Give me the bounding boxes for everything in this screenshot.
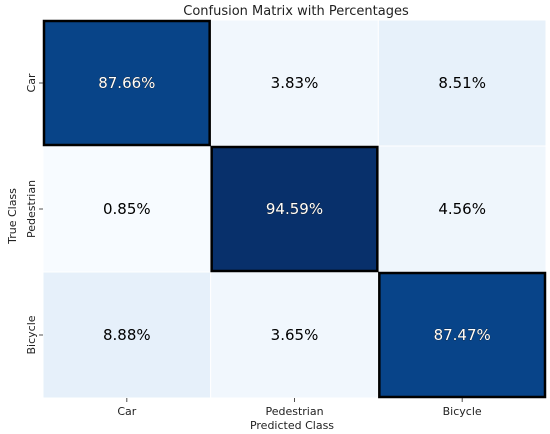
y-tick-label: Bicycle xyxy=(25,315,38,354)
x-tick-label: Pedestrian xyxy=(265,405,323,418)
cell-value-label: 8.51% xyxy=(438,74,486,92)
chart-title: Confusion Matrix with Percentages xyxy=(183,4,409,19)
cell-value-label: 94.59% xyxy=(266,200,323,218)
cell-value-label: 3.65% xyxy=(271,326,319,344)
cell-value-label: 87.47% xyxy=(434,326,491,344)
heatmap-cell xyxy=(377,145,547,273)
cell-value-label: 4.56% xyxy=(438,200,486,218)
heatmap-cell xyxy=(210,145,379,273)
heatmap-cells xyxy=(42,19,547,399)
heatmap-cell xyxy=(42,145,212,273)
cell-value-label: 87.66% xyxy=(98,74,155,92)
y-tick-labels: Car Pedestrian Bicycle xyxy=(25,73,43,355)
y-tick-label: Car xyxy=(25,73,38,92)
x-tick-label: Car xyxy=(117,405,136,418)
y-tick-label: Pedestrian xyxy=(25,180,38,238)
heatmap-cell xyxy=(210,19,379,147)
x-tick-label: Bicycle xyxy=(443,405,482,418)
heatmap-cell xyxy=(377,19,547,147)
cell-value-label: 8.88% xyxy=(103,326,151,344)
heatmap-cell xyxy=(42,19,212,147)
heatmap-cell-labels: 87.66% 3.83% 8.51% 0.85% 94.59% 4.56% 8.88% 3.6… xyxy=(98,74,491,345)
diagonal-highlight-border xyxy=(42,19,211,147)
y-axis-label: True Class xyxy=(6,188,19,245)
diagonal-highlight-border xyxy=(378,271,547,399)
x-axis-label: Predicted Class xyxy=(250,419,334,432)
x-tick-labels: Car Pedestrian Bicycle xyxy=(117,398,482,418)
diagonal-highlight-border xyxy=(210,145,379,273)
heatmap-cell xyxy=(42,271,212,399)
heatmap-cell xyxy=(210,271,379,399)
cell-value-label: 3.83% xyxy=(271,74,319,92)
cell-value-label: 0.85% xyxy=(103,200,151,218)
